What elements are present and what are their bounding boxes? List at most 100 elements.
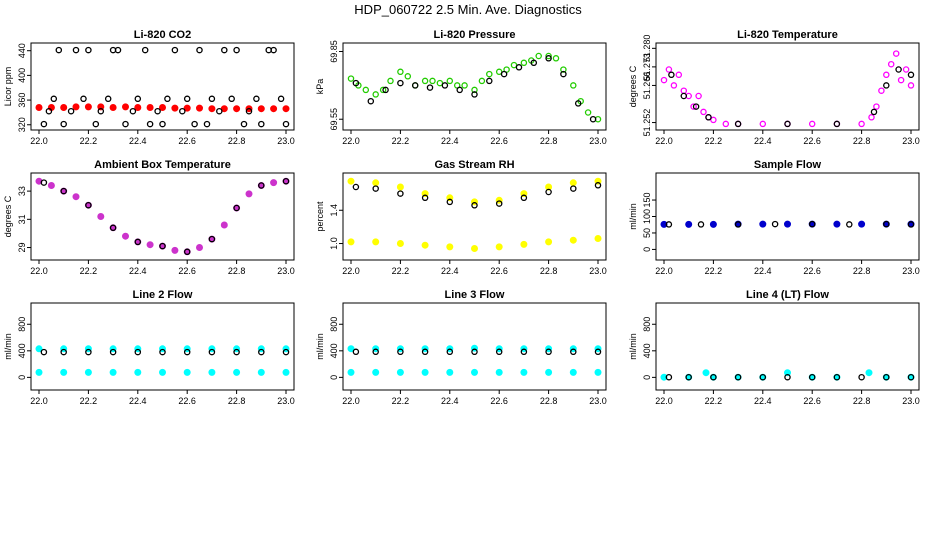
line2-series-1 bbox=[40, 348, 290, 356]
co2-point bbox=[233, 105, 241, 113]
co2-xtick-label: 22.8 bbox=[228, 136, 246, 146]
pressure-point bbox=[500, 70, 508, 78]
pressure-point bbox=[404, 73, 412, 80]
boxtemp-point bbox=[60, 187, 67, 195]
co2-panel: Li-820 CO2 22.0 22.2 22.4 22.6 22.8 23.0 320 360… bbox=[3, 29, 295, 146]
co2-point bbox=[146, 104, 154, 111]
line4-point bbox=[883, 373, 890, 381]
rh-point bbox=[396, 183, 404, 191]
sampleflow-point bbox=[665, 221, 673, 228]
licortemp-point bbox=[670, 82, 678, 89]
licortemp-ytick-label: 51.266 bbox=[642, 72, 652, 100]
licortemp-ytick-label: 51.252 bbox=[642, 109, 652, 137]
pressure-series-1 bbox=[352, 55, 597, 123]
sampleflow-point bbox=[660, 220, 668, 228]
line3-point bbox=[495, 348, 503, 356]
co2-point bbox=[196, 104, 203, 112]
boxtemp-point bbox=[97, 213, 105, 220]
co2-point bbox=[282, 105, 290, 113]
line3-point bbox=[495, 368, 503, 376]
line2-point bbox=[159, 368, 166, 376]
licortemp-point bbox=[710, 116, 717, 124]
pressure-point bbox=[545, 52, 552, 60]
pressure-point bbox=[478, 77, 486, 85]
pressure-point bbox=[510, 61, 518, 69]
line2-xtick-label: 22.0 bbox=[30, 396, 48, 406]
sampleflow-point bbox=[734, 221, 742, 228]
line2-point bbox=[35, 368, 43, 376]
licortemp-point bbox=[808, 120, 816, 128]
pressure-panel: Li-820 Pressure 22.0 22.2 22.4 22.6 22.8 23.0 6… bbox=[315, 29, 607, 146]
pressure-point bbox=[545, 55, 552, 62]
licortemp-point bbox=[759, 120, 767, 128]
sampleflow-point bbox=[685, 220, 693, 228]
co2-point bbox=[114, 46, 122, 54]
sampleflow-xtick-label: 22.0 bbox=[655, 266, 673, 276]
line4-point bbox=[858, 373, 865, 381]
line3-point bbox=[347, 368, 355, 376]
licortemp-xtick-label: 22.8 bbox=[853, 136, 871, 146]
rh-point bbox=[520, 194, 528, 202]
rh-ylabel: percent bbox=[315, 201, 325, 232]
boxtemp-point bbox=[109, 224, 117, 232]
rh-xtick-label: 22.4 bbox=[441, 266, 459, 276]
line2-xtick-label: 22.4 bbox=[129, 396, 147, 406]
line2-xtick-label: 22.6 bbox=[178, 396, 196, 406]
pressure-point bbox=[367, 97, 375, 105]
pressure-point bbox=[552, 55, 560, 62]
pressure-point bbox=[574, 100, 582, 107]
sampleflow-point bbox=[759, 220, 767, 228]
pressure-ylabel: kPa bbox=[315, 79, 325, 95]
line3-point bbox=[569, 368, 577, 376]
licortemp-point bbox=[883, 82, 890, 89]
boxtemp-point bbox=[270, 179, 278, 187]
pressure-point bbox=[382, 86, 389, 94]
line3-ytick-label: 400 bbox=[329, 343, 339, 358]
licortemp-point bbox=[705, 114, 712, 121]
line2-point bbox=[109, 348, 117, 356]
licortemp-point bbox=[878, 87, 885, 94]
boxtemp-point bbox=[171, 246, 179, 254]
co2-point bbox=[134, 104, 142, 111]
line2-point bbox=[183, 368, 191, 376]
pressure-point bbox=[397, 79, 404, 87]
line2-point bbox=[282, 348, 290, 356]
sampleflow-xtick-label: 22.6 bbox=[803, 266, 821, 276]
line2-panel: Line 2 Flow 22.0 22.2 22.4 22.6 22.8 23.0 0 400 8… bbox=[3, 289, 295, 406]
boxtemp-point bbox=[40, 179, 48, 186]
co2-point bbox=[72, 103, 80, 111]
boxtemp-point bbox=[258, 182, 265, 189]
rh-panel: Gas Stream RH 22.0 22.2 22.4 22.6 22.8 23.0 1.0… bbox=[315, 159, 607, 276]
sampleflow-point bbox=[784, 220, 791, 228]
boxtemp-ytick-label: 33 bbox=[17, 186, 27, 196]
boxtemp-point bbox=[220, 221, 228, 229]
pressure-point bbox=[421, 77, 429, 85]
licortemp-ytick-label: 51.273 bbox=[642, 53, 652, 81]
boxtemp-title: Ambient Box Temperature bbox=[94, 159, 231, 171]
line4-point bbox=[833, 373, 841, 381]
sampleflow-point bbox=[858, 220, 866, 228]
co2-point bbox=[203, 120, 211, 128]
boxtemp-xtick-label: 22.0 bbox=[30, 266, 48, 276]
licortemp-frame bbox=[655, 42, 920, 131]
co2-point bbox=[159, 104, 166, 111]
co2-point bbox=[60, 104, 68, 111]
co2-point bbox=[233, 46, 240, 54]
boxtemp-frame bbox=[30, 172, 295, 261]
rh-point bbox=[471, 245, 478, 252]
sampleflow-point bbox=[771, 220, 779, 228]
line3-point bbox=[347, 345, 355, 353]
co2-point bbox=[277, 95, 285, 103]
line2-point bbox=[208, 368, 216, 376]
line2-point bbox=[208, 348, 216, 356]
line3-point bbox=[372, 368, 380, 376]
line3-point bbox=[397, 348, 404, 356]
co2-point bbox=[196, 46, 203, 54]
boxtemp-xtick-label: 23.0 bbox=[277, 266, 295, 276]
pressure-point bbox=[486, 77, 493, 85]
co2-point bbox=[171, 104, 179, 112]
pressure-point bbox=[429, 77, 436, 85]
rh-xtick-label: 22.6 bbox=[490, 266, 508, 276]
line4-title: Line 4 (LT) Flow bbox=[746, 289, 829, 301]
pressure-point bbox=[560, 70, 567, 78]
